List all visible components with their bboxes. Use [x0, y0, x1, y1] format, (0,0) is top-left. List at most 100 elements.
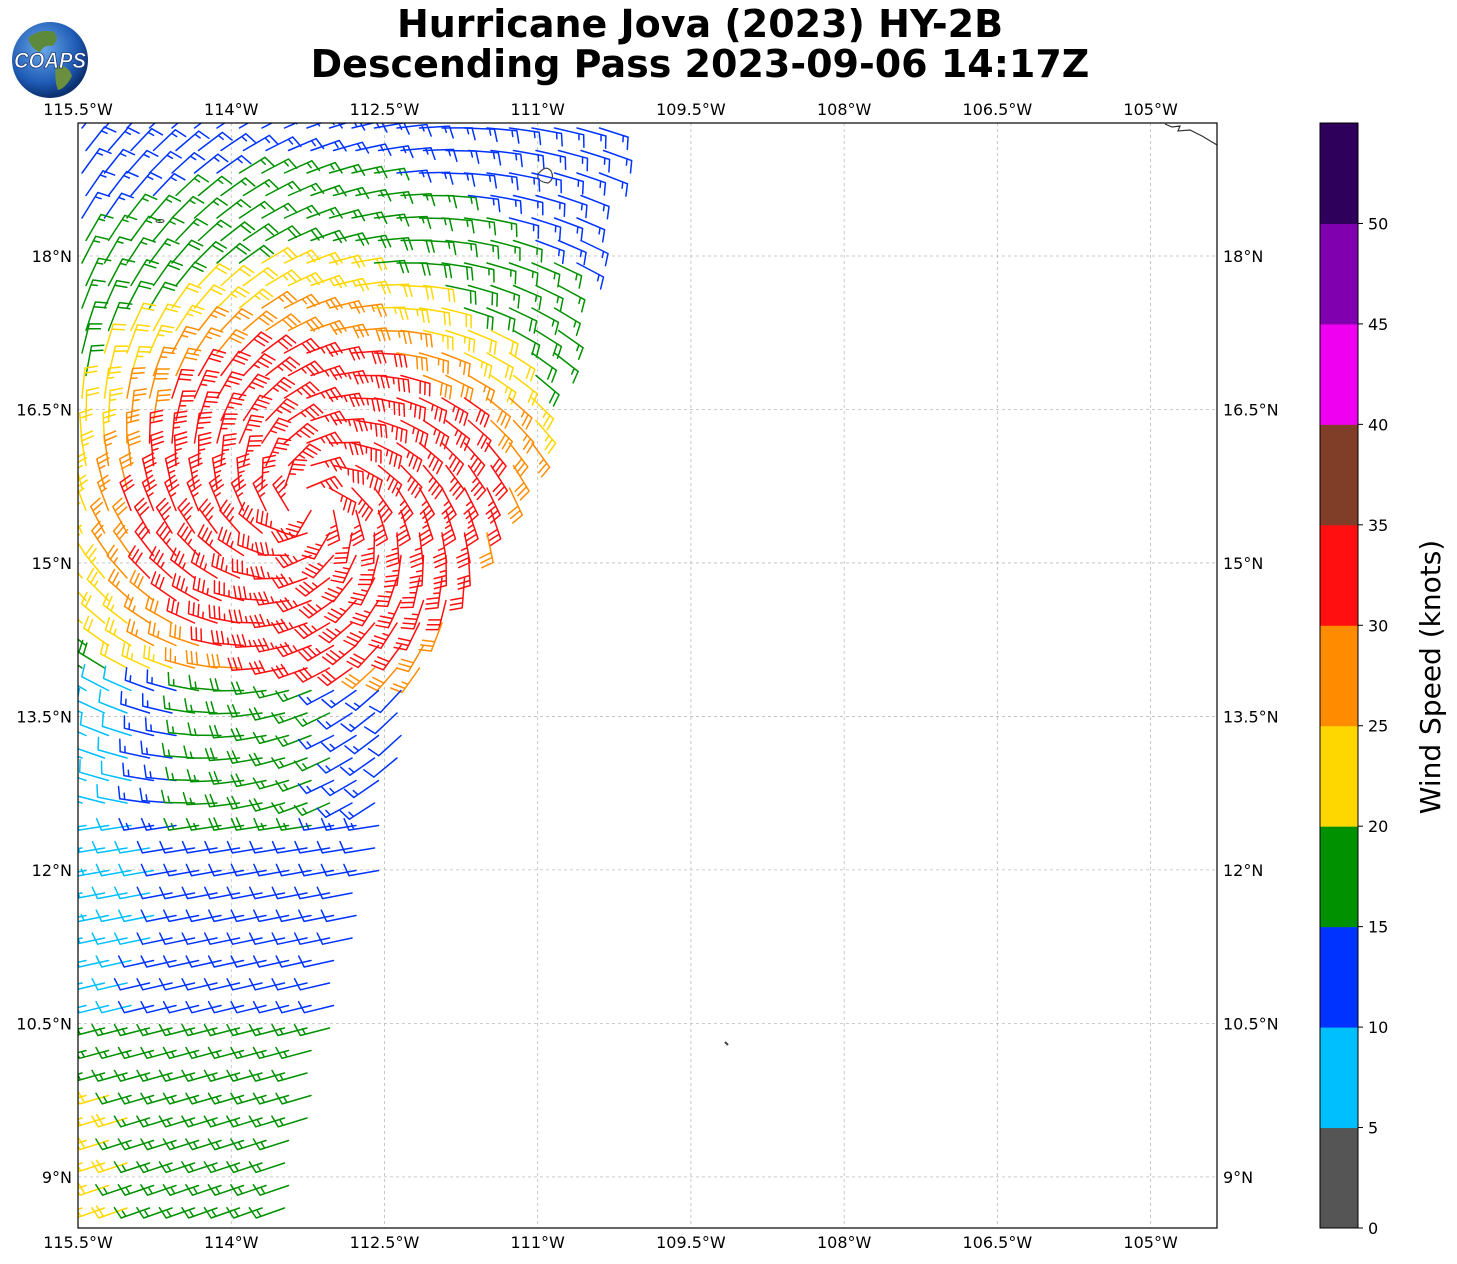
- wind-barb: [418, 442, 444, 475]
- wind-barb: [418, 622, 443, 652]
- wind-barb: [148, 194, 182, 219]
- wind-barb: [207, 1138, 245, 1151]
- wind-barb: [377, 374, 411, 393]
- wind-barb: [203, 932, 241, 945]
- wind-barb: [152, 389, 172, 422]
- wind-barb: [252, 731, 290, 745]
- wind-barb: [275, 641, 312, 658]
- wind-barb: [310, 365, 347, 381]
- wind-barb: [136, 932, 173, 945]
- wind-barb: [512, 239, 543, 263]
- wind-barb: [187, 600, 218, 624]
- wind-barb: [96, 783, 128, 804]
- wind-barb: [490, 194, 523, 215]
- wind-barb: [208, 909, 245, 923]
- wind-barb: [171, 573, 200, 602]
- wind-barb: [580, 194, 610, 220]
- wind-barb: [100, 760, 132, 782]
- wind-barb: [396, 397, 427, 422]
- wind-barb: [349, 599, 380, 627]
- wind-barb: [159, 886, 196, 900]
- wind-barb: [576, 172, 607, 196]
- wind-barb: [287, 272, 325, 287]
- wind-barb: [367, 734, 402, 757]
- wind-barb: [102, 592, 128, 624]
- wind-barb: [103, 236, 133, 264]
- wind-barb: [136, 978, 173, 991]
- wind-barb: [490, 239, 521, 262]
- wind-barb: [332, 370, 369, 385]
- wind-barb: [422, 239, 457, 256]
- wind-barb: [248, 1206, 286, 1219]
- wind-barb: [351, 257, 388, 271]
- wind-barb: [85, 126, 117, 152]
- wind-barb: [205, 701, 241, 715]
- wind-barb: [409, 532, 424, 568]
- wind-barb: [197, 391, 221, 422]
- wind-barb: [192, 575, 222, 602]
- colorbar-tick: 45: [1368, 315, 1388, 334]
- wind-barb: [306, 431, 343, 447]
- wind-barb: [113, 932, 151, 945]
- wind-barb: [171, 195, 205, 219]
- wind-barb: [187, 722, 222, 737]
- wind-barb: [236, 453, 251, 489]
- wind-barb: [78, 937, 106, 945]
- wind-barb: [261, 417, 292, 444]
- wind-barb: [160, 789, 196, 804]
- wind-barb: [287, 443, 322, 467]
- wind-barb: [176, 522, 200, 557]
- wind-barb: [204, 793, 241, 808]
- wind-barb: [508, 127, 542, 146]
- wind-barb: [227, 656, 263, 671]
- wind-barb: [164, 647, 196, 669]
- wind-barb: [193, 327, 224, 354]
- wind-barb: [265, 225, 302, 242]
- wind-barb: [171, 368, 195, 399]
- wind-barb: [122, 762, 155, 782]
- wind-barb: [265, 180, 302, 197]
- wind-barb: [265, 437, 292, 467]
- wind-barb: [237, 531, 267, 557]
- wind-barb: [271, 886, 308, 900]
- wind-barb: [294, 886, 331, 900]
- wind-barb: [158, 1161, 196, 1174]
- wind-barb: [216, 123, 226, 129]
- wind-barb: [580, 149, 611, 173]
- wind-barb: [96, 452, 110, 489]
- wind-barb: [78, 1117, 83, 1121]
- wind-barb: [275, 553, 312, 569]
- wind-barb: [185, 817, 222, 831]
- wind-barb: [155, 521, 177, 557]
- wind-barb: [283, 509, 312, 538]
- wind-barb: [512, 284, 542, 311]
- wind-barb: [293, 712, 331, 727]
- wind-barb: [531, 397, 555, 431]
- wind-barb: [113, 1206, 151, 1219]
- wind-barb: [531, 217, 562, 241]
- wind-barb: [230, 1000, 267, 1014]
- wind-barb: [357, 554, 380, 586]
- wind-barb: [422, 329, 454, 351]
- wind-barb: [271, 663, 308, 679]
- wind-barb: [399, 577, 421, 609]
- wind-barb: [293, 932, 331, 945]
- wind-barb: [193, 123, 203, 129]
- wind-barb: [220, 221, 256, 242]
- wind-barb: [283, 381, 320, 399]
- wind-barb: [230, 817, 267, 831]
- lon-tick-bottom: 114°W: [204, 1233, 259, 1252]
- wind-barb: [175, 130, 210, 152]
- wind-barb: [96, 474, 111, 512]
- wind-barb: [400, 419, 429, 448]
- wind-barb: [298, 863, 335, 877]
- wind-barb: [78, 869, 87, 873]
- wind-barb: [86, 567, 110, 602]
- wind-barb: [343, 817, 380, 831]
- wind-barb: [177, 498, 196, 534]
- wind-barb: [146, 669, 177, 692]
- wind-barb: [242, 435, 264, 467]
- lon-tick-bottom: 112.5°W: [350, 1233, 420, 1252]
- wind-barb: [463, 262, 495, 283]
- wind-barb: [164, 452, 180, 489]
